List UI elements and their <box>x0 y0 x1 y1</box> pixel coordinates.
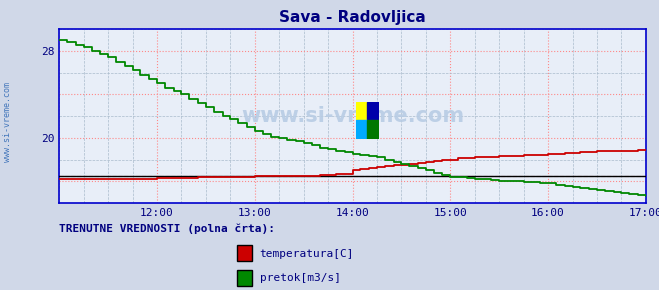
Text: www.si-vreme.com: www.si-vreme.com <box>3 82 13 162</box>
Bar <box>368 120 379 139</box>
Text: www.si-vreme.com: www.si-vreme.com <box>241 106 464 126</box>
Title: Sava - Radovljica: Sava - Radovljica <box>279 10 426 25</box>
Text: pretok[m3/s]: pretok[m3/s] <box>260 273 341 283</box>
Bar <box>356 102 368 120</box>
Text: temperatura[C]: temperatura[C] <box>260 249 354 259</box>
Bar <box>368 102 379 120</box>
Text: TRENUTNE VREDNOSTI (polna črta):: TRENUTNE VREDNOSTI (polna črta): <box>59 224 275 234</box>
Bar <box>356 120 368 139</box>
